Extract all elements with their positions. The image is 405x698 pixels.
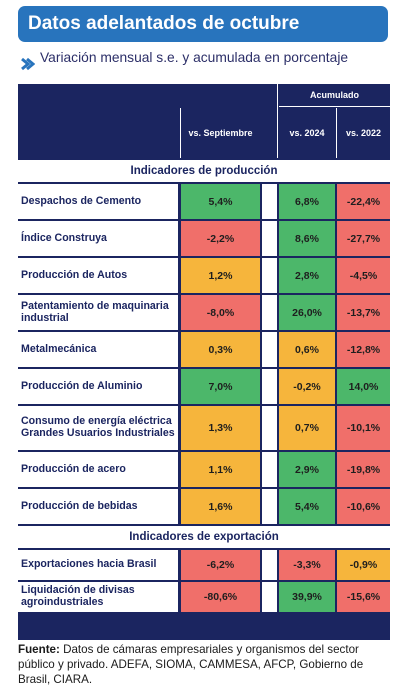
subtitle: Variación mensual s.e. y acumulada en po… [40, 50, 349, 65]
value-cell: -0,9% [337, 550, 390, 580]
value-cell: -8,0% [181, 295, 260, 330]
value-cell: 1,1% [181, 452, 260, 487]
spacer-cell [262, 258, 277, 293]
column-header: vs. 2024 [279, 108, 335, 158]
value-cell: 14,0% [337, 369, 390, 404]
grid-line [279, 106, 390, 107]
grid-line [277, 84, 278, 158]
value-cell: 5,4% [279, 489, 335, 524]
grid-line [180, 108, 181, 158]
spacer-cell [262, 184, 277, 219]
row-label: Despachos de Cemento [18, 184, 178, 219]
section-header: Indicadores de producción [18, 160, 390, 182]
value-cell: -0,2% [279, 369, 335, 404]
section-header: Indicadores de exportación [18, 526, 390, 548]
page-title: Datos adelantados de octubre [18, 6, 388, 42]
column-header: vs. 2022 [337, 108, 390, 158]
value-cell: -6,2% [181, 550, 260, 580]
value-cell: 7,0% [181, 369, 260, 404]
spacer-cell [262, 295, 277, 330]
spacer-cell [262, 489, 277, 524]
row-label: Exportaciones hacia Brasil [18, 550, 178, 580]
value-cell: -19,8% [337, 452, 390, 487]
value-cell: 8,6% [279, 221, 335, 256]
row-label: Consumo de energía eléctrica Grandes Usu… [18, 406, 178, 450]
group-header: Acumulado [279, 84, 390, 106]
source-note: Fuente: Datos de cámaras empresariales y… [18, 642, 396, 687]
value-cell: -2,2% [181, 221, 260, 256]
row-label: Producción de bebidas [18, 489, 178, 524]
source-label: Fuente: [18, 643, 60, 656]
row-label: Patentamiento de maquinaria industrial [18, 295, 178, 330]
value-cell: 39,9% [279, 582, 335, 612]
column-header: vs. Septiembre [181, 108, 260, 158]
row-label: Producción de acero [18, 452, 178, 487]
value-cell: -80,6% [181, 582, 260, 612]
value-cell: -4,5% [337, 258, 390, 293]
value-cell: -15,6% [337, 582, 390, 612]
spacer-cell [262, 452, 277, 487]
value-cell: -13,7% [337, 295, 390, 330]
value-cell: 6,8% [279, 184, 335, 219]
value-cell: 0,3% [181, 332, 260, 367]
spacer-cell [262, 369, 277, 404]
row-label: Producción de Aluminio [18, 369, 178, 404]
spacer-cell [262, 221, 277, 256]
spacer-cell [262, 406, 277, 450]
value-cell: -22,4% [337, 184, 390, 219]
value-cell: 0,7% [279, 406, 335, 450]
data-table: Acumulado vs. Septiembre vs. 2024 vs. 2022 I… [18, 84, 390, 640]
value-cell: 5,4% [181, 184, 260, 219]
value-cell: -12,8% [337, 332, 390, 367]
subtitle-block: Variación mensual s.e. y acumulada en po… [18, 50, 388, 80]
grid-line [336, 108, 337, 158]
spacer-cell [262, 550, 277, 580]
value-cell: 1,2% [181, 258, 260, 293]
spacer-cell [262, 332, 277, 367]
value-cell: 1,3% [181, 406, 260, 450]
value-cell: 2,8% [279, 258, 335, 293]
value-cell: 2,9% [279, 452, 335, 487]
row-label: Liquidación de divisas agroindustriales [18, 582, 178, 612]
value-cell: -10,6% [337, 489, 390, 524]
row-label: Producción de Autos [18, 258, 178, 293]
value-cell: 1,6% [181, 489, 260, 524]
value-cell: -3,3% [279, 550, 335, 580]
source-text: Datos de cámaras empresariales y organis… [18, 643, 364, 686]
row-label: Índice Construya [18, 221, 178, 256]
value-cell: 26,0% [279, 295, 335, 330]
chevron-right-icon [21, 57, 35, 71]
value-cell: 0,6% [279, 332, 335, 367]
spacer-cell [262, 582, 277, 612]
value-cell: -27,7% [337, 221, 390, 256]
value-cell: -10,1% [337, 406, 390, 450]
row-label: Metalmecánica [18, 332, 178, 367]
